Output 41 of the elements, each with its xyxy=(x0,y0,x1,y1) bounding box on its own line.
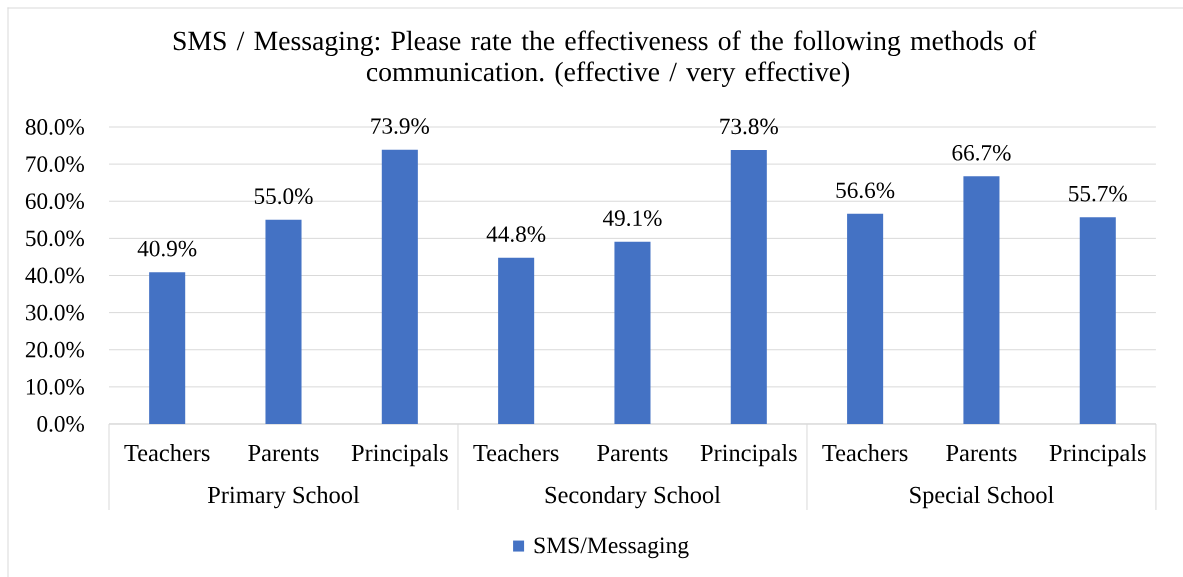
data-label: 40.9% xyxy=(137,240,197,257)
text: Primary School xyxy=(207,486,360,509)
x-tick-label: Parents xyxy=(248,445,319,462)
y-tick-label: 40.0% xyxy=(25,267,85,284)
x-tick-label: Principals xyxy=(351,444,448,467)
data-label: 49.1% xyxy=(602,210,662,227)
text: Special School xyxy=(910,486,1054,509)
x-tick-label: Teachers xyxy=(473,444,559,462)
y-tick-label: 60.0% xyxy=(25,193,85,210)
y-tick-label: 80.0% xyxy=(25,119,85,135)
x-tick-label: Teachers xyxy=(822,444,908,462)
bar xyxy=(614,241,651,424)
y-tick-label: 70.0% xyxy=(26,156,85,172)
data-label: 55.7% xyxy=(1069,185,1127,202)
bar xyxy=(265,219,302,424)
x-tick-label: Principals xyxy=(700,444,797,467)
data-label: 73.8% xyxy=(720,118,778,135)
bar xyxy=(847,213,884,424)
bar xyxy=(963,176,1000,424)
data-label: 73.9% xyxy=(371,118,429,134)
y-tick-label: 30.0% xyxy=(25,304,85,321)
legend-label: SMS/Messaging xyxy=(534,537,689,559)
data-label: 56.6% xyxy=(836,182,895,199)
text: Secondary School xyxy=(545,486,721,509)
bar xyxy=(381,149,418,424)
y-tick-label: 0.0% xyxy=(37,416,85,432)
data-label: 44.8% xyxy=(486,226,546,242)
chart-title: SMS / Messaging: Please rate the effectiveness of the following methods of communication. (effective / very effective) xyxy=(173,30,1037,87)
x-tick-label: Parents xyxy=(597,445,668,462)
bar xyxy=(730,150,767,424)
x-tick-label: Teachers xyxy=(124,444,210,462)
y-tick-label: 50.0% xyxy=(26,230,85,247)
bar xyxy=(149,272,186,424)
y-tick-label: 10.0% xyxy=(26,378,85,395)
data-label: 55.0% xyxy=(254,188,313,205)
data-label: 66.7% xyxy=(952,144,1011,161)
bar xyxy=(498,257,535,424)
y-tick-label: 20.0% xyxy=(25,341,85,358)
x-tick-label: Principals xyxy=(1049,444,1146,467)
bar xyxy=(1079,217,1116,424)
x-tick-label: Parents xyxy=(946,445,1017,462)
